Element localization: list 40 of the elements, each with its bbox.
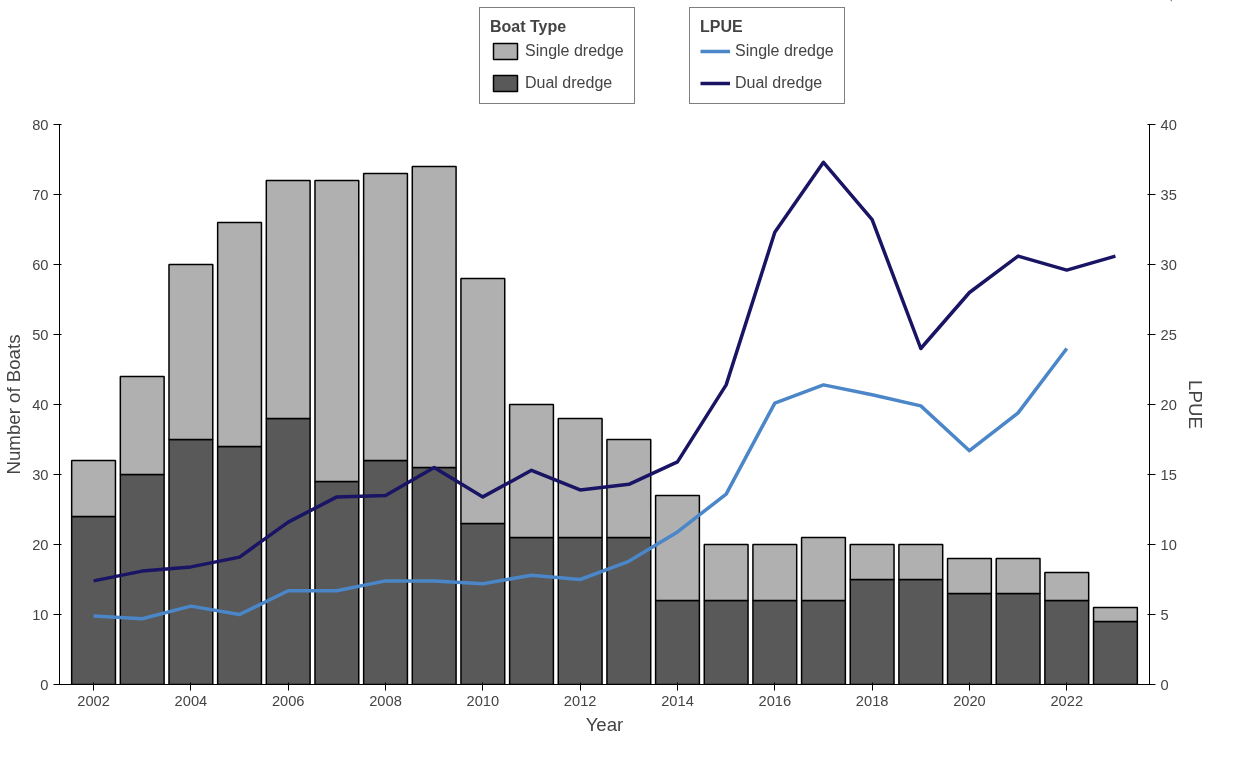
line-series xyxy=(91,346,1069,621)
y-tick-label: 0 xyxy=(40,676,49,693)
x-tick-label: 2020 xyxy=(953,692,986,709)
y2-tick-label: 40 xyxy=(1160,116,1177,133)
x-tick-label: 2002 xyxy=(77,692,110,709)
legend-label: Single dredge xyxy=(735,42,834,60)
y2-tick-label: 35 xyxy=(1160,186,1177,203)
y-tick-label: 80 xyxy=(32,116,49,133)
text: Boat Type xyxy=(490,18,567,35)
y2-tick-label: 30 xyxy=(1160,256,1177,273)
x-axis-title: Year xyxy=(585,713,624,735)
y-tick-label: 60 xyxy=(32,256,49,273)
legend-label: Dual dredge xyxy=(525,74,613,92)
x-tick-label: 2012 xyxy=(563,692,597,709)
y2-tick-label: 5 xyxy=(1160,606,1169,623)
x-tick-label: 2018 xyxy=(855,692,889,709)
y-tick-label: 50 xyxy=(32,326,49,343)
x-tick-label: 2014 xyxy=(661,692,694,709)
text: LPUE xyxy=(700,18,743,35)
legend-label: Dual dredge xyxy=(735,74,823,92)
y2-tick-label: 10 xyxy=(1160,536,1177,553)
x-tick-label: 2006 xyxy=(271,692,305,709)
y2-axis-title: LPUE xyxy=(1184,380,1206,429)
legend-label: Single dredge xyxy=(525,42,624,60)
y-axis-title: Number of Boats xyxy=(3,334,25,475)
y2-tick-label: 25 xyxy=(1160,326,1177,343)
line-series xyxy=(91,160,1118,583)
x-tick-label: 2022 xyxy=(1050,692,1084,709)
y-tick-label: 20 xyxy=(32,536,49,553)
y-tick-label: 10 xyxy=(32,606,49,623)
y2-tick-label: 0 xyxy=(1160,676,1169,693)
x-tick-label: 2016 xyxy=(758,692,792,709)
x-tick-label: 2004 xyxy=(174,692,208,709)
y-tick-label: 30 xyxy=(32,466,49,483)
x-tick-label: 2010 xyxy=(466,692,500,709)
y2-tick-label: 20 xyxy=(1160,396,1177,413)
y-tick-label: 70 xyxy=(32,186,49,203)
x-tick-label: 2008 xyxy=(369,692,402,709)
y-tick-label: 40 xyxy=(32,396,49,413)
y2-tick-label: 15 xyxy=(1160,466,1177,483)
